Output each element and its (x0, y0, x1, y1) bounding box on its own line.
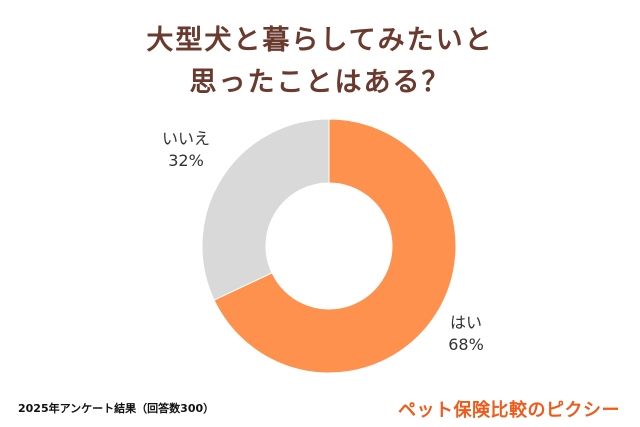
donut-slice-no (201, 118, 330, 301)
donut-slice-yes (213, 118, 457, 374)
chart-title: 大型犬と暮らしてみたいと 思ったことはある？ (0, 20, 640, 104)
brand-logo: ペット保険比較のピクシー (398, 400, 620, 421)
label-yes-value: 68% (448, 335, 484, 354)
label-no-value: 32% (168, 151, 204, 170)
label-yes-name: はい (449, 313, 482, 332)
label-no: いいえ 32% (148, 128, 224, 172)
chart-title-line-1: 大型犬と暮らしてみたいと (146, 25, 494, 56)
label-no-name: いいえ (161, 129, 210, 148)
chart-title-line-2: 思ったことはある？ (189, 67, 451, 98)
label-yes: はい 68% (436, 312, 496, 356)
survey-footnote: 2025年アンケート結果（回答数300） (18, 402, 215, 415)
